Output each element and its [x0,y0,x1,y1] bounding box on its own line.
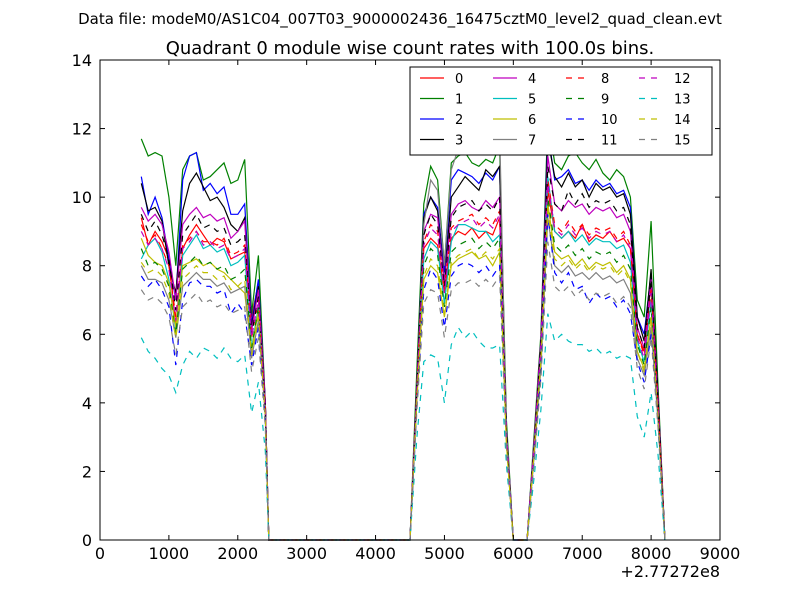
x-tick-label: 8000 [631,544,672,563]
series-line-4 [140,155,666,541]
x-tick-label: 2000 [217,544,258,563]
legend-label-4: 4 [528,72,536,87]
figure-suptitle: Data file: modeM0/AS1C04_007T03_90000024… [78,10,722,29]
axis-ticks: 0 1000 2000 3000 4000 5000 6000 7000 8000 9000 0 2 4… [72,51,741,563]
legend-label-13: 13 [674,93,691,108]
series-line-2 [140,131,666,541]
series-line-5 [140,176,666,541]
x-tick-label: 9000 [700,544,741,563]
series-layer [140,116,666,541]
series-line-9 [140,197,666,541]
series-line-14 [140,210,666,541]
legend-label-10: 10 [601,113,618,128]
y-tick-label: 8 [82,257,92,276]
plot-frame [99,59,721,541]
legend-label-8: 8 [601,72,609,87]
legend-label-2: 2 [455,113,463,128]
legend-label-6: 6 [528,113,536,128]
x-tick-label: 7000 [562,544,603,563]
series-line-1 [140,118,666,541]
x-offset-label: +2.77272e8 [620,562,720,581]
legend-box [409,66,713,156]
series-line-8 [140,179,666,541]
x-tick-label: 4000 [355,544,396,563]
series-line-0 [140,190,666,541]
legend-label-5: 5 [528,93,536,108]
series-line-12 [140,183,666,541]
legend-label-15: 15 [674,134,691,149]
legend-label-11: 11 [601,134,618,149]
legend-label-7: 7 [528,134,536,149]
y-tick-label: 0 [82,531,92,550]
chart-title: Quadrant 0 module wise count rates with … [166,38,655,59]
legend-label-14: 14 [674,113,691,128]
legend-label-3: 3 [455,134,463,149]
legend-label-12: 12 [674,72,691,87]
y-tick-label: 6 [82,325,92,344]
series-line-6 [140,203,666,541]
x-tick-label: 0 [95,544,105,563]
x-tick-label: 5000 [424,544,465,563]
series-line-15 [140,241,666,541]
x-tick-label: 3000 [286,544,327,563]
y-tick-label: 10 [72,188,92,207]
series-line-7 [140,116,666,541]
series-line-3 [140,138,666,541]
y-tick-label: 2 [82,462,92,481]
legend-label-0: 0 [455,72,463,87]
x-tick-label: 1000 [149,544,190,563]
legend-label-1: 1 [455,93,463,108]
legend-label-9: 9 [601,93,609,108]
series-line-11 [140,166,666,541]
y-tick-label: 14 [72,51,92,70]
series-line-10 [140,214,666,541]
y-tick-label: 4 [82,394,92,413]
x-tick-label: 6000 [493,544,534,563]
series-line-13 [140,313,666,541]
y-tick-label: 12 [72,120,92,139]
